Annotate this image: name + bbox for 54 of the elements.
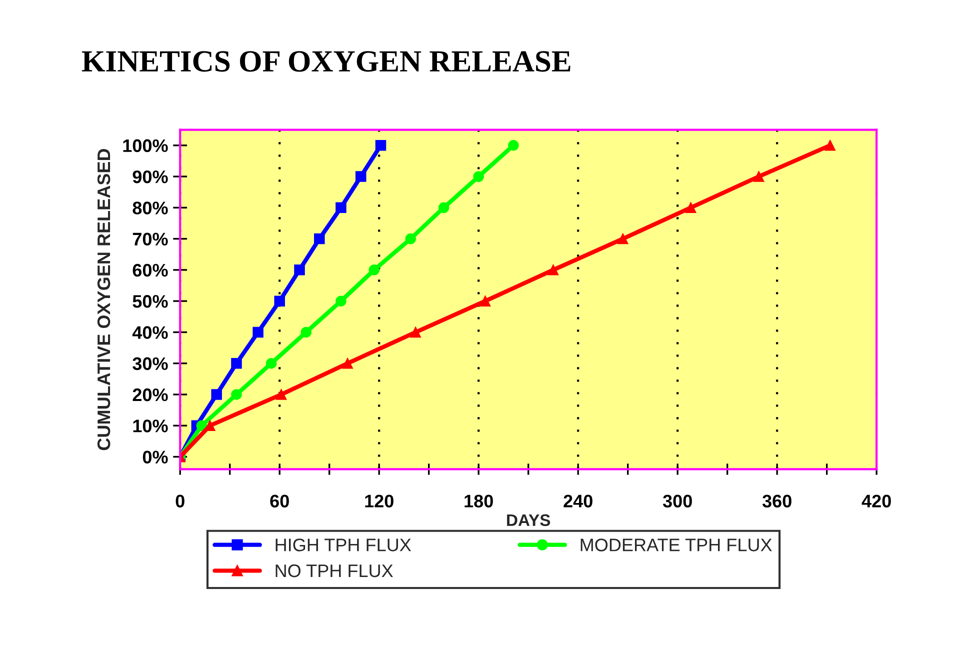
chart-title: KINETICS OF OXYGEN RELEASE xyxy=(82,51,570,72)
point xyxy=(548,264,559,276)
point xyxy=(405,233,416,244)
point xyxy=(294,264,305,276)
y-tick-label: 30% xyxy=(132,357,168,370)
point xyxy=(252,326,264,338)
point xyxy=(276,389,287,400)
legend-label: NO TPH FLUX xyxy=(276,564,393,578)
y-tick-label: 40% xyxy=(132,326,168,339)
point xyxy=(342,358,353,369)
x-tick-label: 240 xyxy=(564,494,592,508)
point xyxy=(336,296,346,306)
y-tick-label: 90% xyxy=(132,170,168,184)
y-tick-label: 70% xyxy=(132,232,168,246)
x-tick-label: 0 xyxy=(176,494,184,508)
point xyxy=(355,171,366,182)
point xyxy=(336,202,346,214)
x-tick-label: 360 xyxy=(762,494,792,508)
point xyxy=(266,358,277,369)
point xyxy=(753,171,764,182)
y-tick-label: 80% xyxy=(132,202,168,214)
point xyxy=(480,296,491,306)
point xyxy=(508,140,519,151)
legend-label: MODERATE TPH FLUX xyxy=(580,538,772,552)
point xyxy=(204,420,216,432)
x-tick-label: 300 xyxy=(662,494,692,508)
x-tick-label: 420 xyxy=(862,494,891,508)
point xyxy=(300,326,312,338)
y-tick-label: 60% xyxy=(132,264,168,277)
legend-label: HIGH TPH FLUX xyxy=(276,538,412,552)
point xyxy=(375,140,386,151)
point xyxy=(473,171,484,182)
point xyxy=(410,326,421,338)
x-tick-label: 60 xyxy=(270,494,289,508)
y-tick-label: 0% xyxy=(142,450,168,464)
x-tick-label: 180 xyxy=(464,494,493,508)
point xyxy=(196,420,208,432)
point xyxy=(314,233,325,244)
point xyxy=(438,202,450,214)
point xyxy=(231,358,242,369)
point xyxy=(685,202,696,214)
x-tick-label: 120 xyxy=(365,494,394,508)
point xyxy=(274,296,285,306)
y-axis-title: CUMULATIVE OXYGEN RELEASED xyxy=(97,148,110,450)
y-tick-label: 50% xyxy=(132,295,168,308)
point xyxy=(211,389,222,400)
point xyxy=(231,389,242,400)
x-axis-title: DAYS xyxy=(507,514,550,526)
y-tick-label: 10% xyxy=(133,420,168,432)
point xyxy=(824,140,836,151)
y-tick-label: 100% xyxy=(123,139,168,152)
point xyxy=(368,264,380,276)
point xyxy=(617,233,628,244)
y-tick-label: 20% xyxy=(132,388,168,402)
